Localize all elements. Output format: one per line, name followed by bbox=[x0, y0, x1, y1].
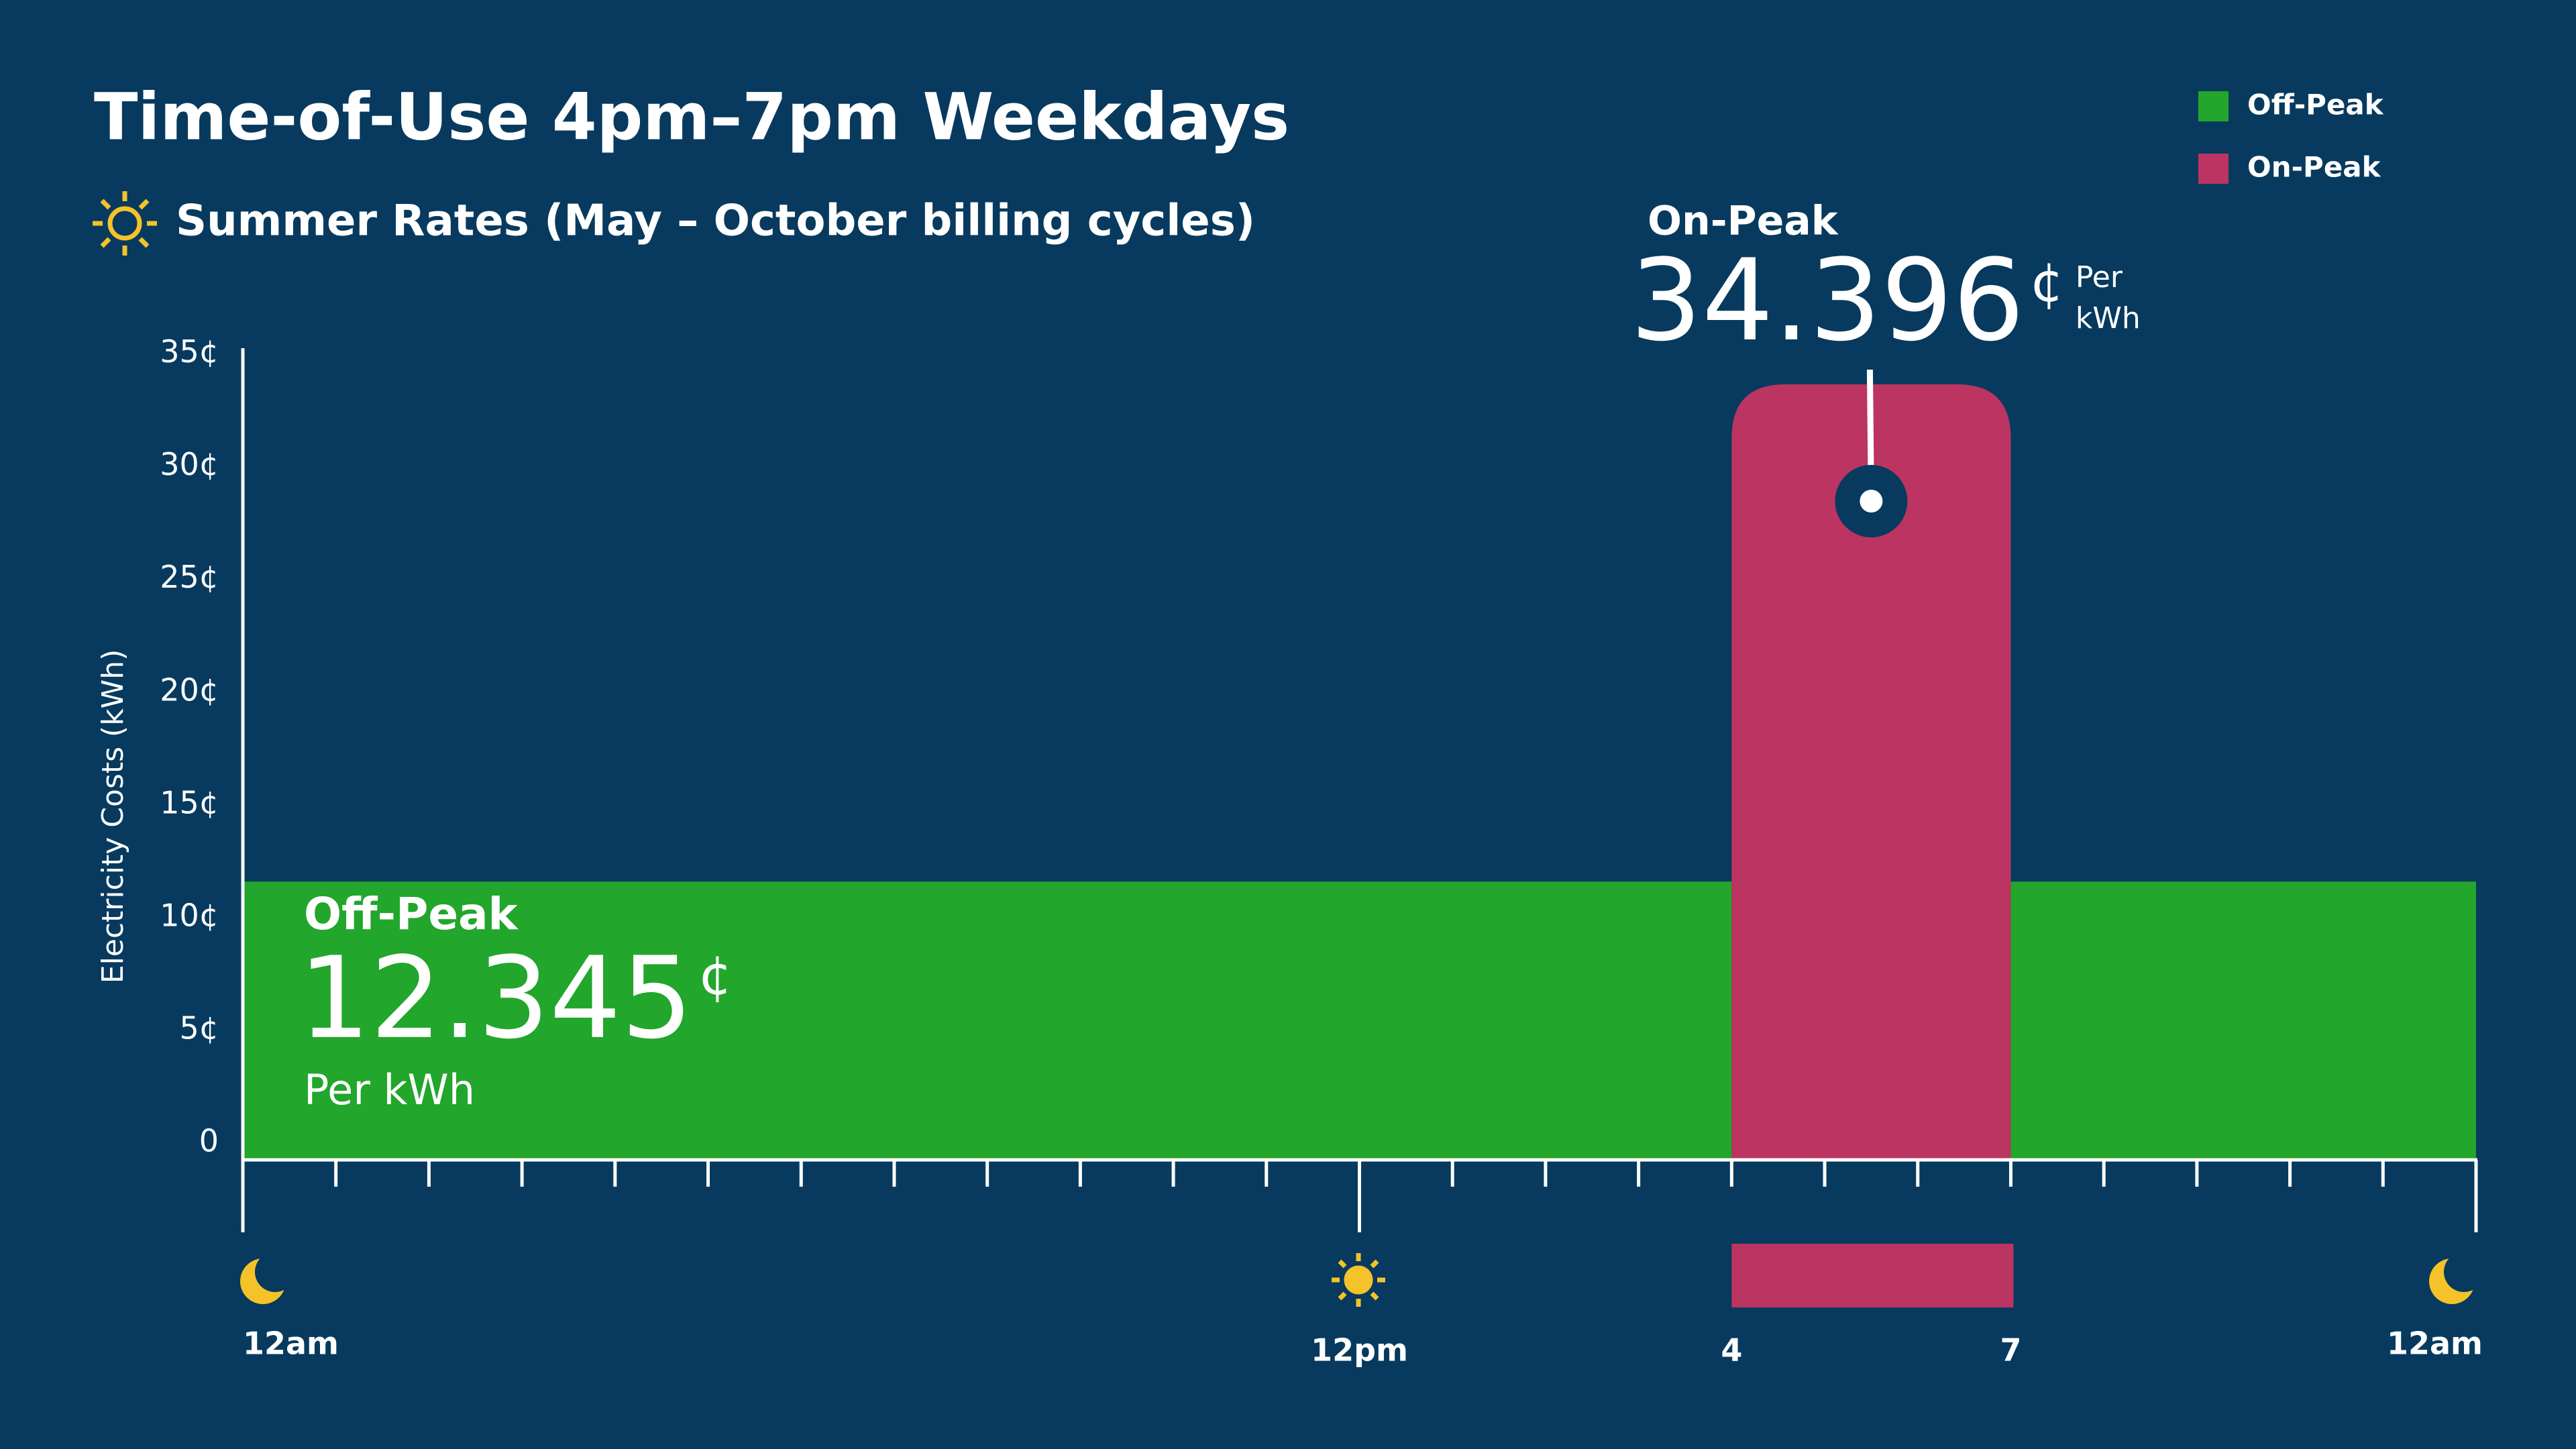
x-tick-label: 12pm bbox=[1311, 1332, 1408, 1368]
annotation-title: On-Peak bbox=[1648, 198, 1839, 245]
annotation-title: Off-Peak bbox=[304, 888, 519, 940]
y-tick-label: 35¢ bbox=[160, 333, 219, 370]
x-tick-label: 12am bbox=[243, 1326, 339, 1362]
y-tick-label: 30¢ bbox=[160, 446, 219, 482]
moon-left bbox=[240, 1252, 295, 1304]
annotation-note: Per bbox=[2076, 260, 2123, 294]
y-tick-label: 0 bbox=[199, 1123, 219, 1159]
value-label: 12.345 bbox=[299, 932, 693, 1064]
x-tick-label: 12am bbox=[2387, 1326, 2483, 1362]
y-axis-label: Electricity Costs (kWh) bbox=[96, 649, 130, 983]
legend-swatch bbox=[2198, 91, 2229, 121]
sun-icon bbox=[93, 191, 157, 256]
peak-hours-band bbox=[1731, 1244, 2014, 1307]
y-tick-label: 15¢ bbox=[160, 784, 219, 820]
noon-sun bbox=[1332, 1253, 1385, 1307]
x-tick-label: 7 bbox=[2000, 1332, 2021, 1368]
moon-right bbox=[2429, 1252, 2484, 1304]
annotation-note: kWh bbox=[2076, 301, 2141, 335]
y-tick-label: 20¢ bbox=[160, 672, 219, 708]
legend-swatch bbox=[2198, 154, 2229, 184]
value-label: 34.396 bbox=[1630, 235, 2025, 366]
y-tick-label: 5¢ bbox=[179, 1010, 219, 1046]
callout-dot bbox=[1860, 490, 1883, 513]
legend-label: On-Peak bbox=[2247, 151, 2381, 184]
value-unit: ¢ bbox=[698, 945, 733, 1007]
chart-title: Time-of-Use 4pm–7pm Weekdays bbox=[94, 79, 1289, 154]
subtitle: Summer Rates (May – October billing cycl… bbox=[176, 197, 1255, 246]
off-peak-bar bbox=[243, 881, 1732, 1160]
annotation-note: Per kWh bbox=[304, 1065, 475, 1114]
value-unit: ¢ bbox=[2030, 252, 2064, 314]
y-tick-label: 10¢ bbox=[160, 897, 219, 933]
off-peak-bar bbox=[2010, 881, 2476, 1160]
on-peak-bar bbox=[1731, 384, 2011, 1160]
x-tick-label: 4 bbox=[1721, 1332, 1742, 1368]
legend-label: Off-Peak bbox=[2247, 89, 2384, 121]
y-tick-label: 25¢ bbox=[160, 559, 219, 595]
